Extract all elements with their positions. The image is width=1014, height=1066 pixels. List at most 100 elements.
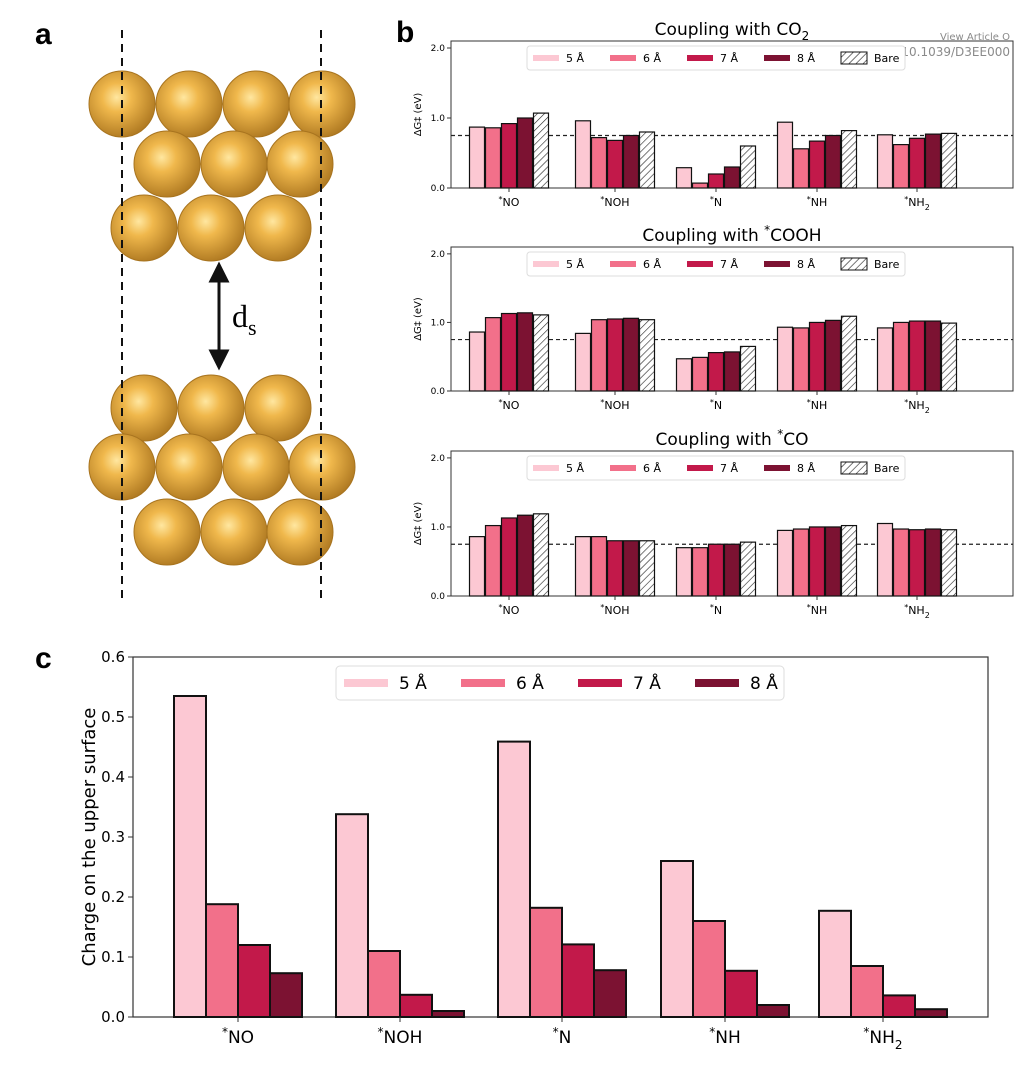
- panel-c-charge-chart: Charge on the upper surface 0.0 0.1 0.2 0.3 0…: [79, 648, 989, 1052]
- bar-7-noh: [606, 318, 624, 392]
- bar-bare-nh2: [940, 529, 958, 597]
- gold-atom-5: [200, 130, 268, 198]
- y-tick-label: 0.1: [101, 948, 125, 966]
- bar-8-noh: [622, 317, 640, 392]
- bar-8-nh: [756, 1004, 790, 1018]
- bar-6-nh2: [892, 144, 910, 189]
- gold-atom-8: [177, 194, 245, 262]
- bar-8-n: [593, 969, 627, 1019]
- y-tick-label: 0.4: [101, 768, 125, 786]
- bar-bare-noh: [638, 319, 656, 392]
- x-tick-label: *NO: [222, 1025, 254, 1048]
- bar-7-nh: [724, 969, 758, 1018]
- legend-label-6: 6 Å: [643, 462, 661, 475]
- y-tick-label: 0.3: [101, 828, 125, 846]
- y-axis-label: Charge on the upper surface: [79, 708, 100, 967]
- y-tick-label: 2.0: [431, 44, 446, 54]
- bar-5-no: [173, 695, 207, 1018]
- legend-swatch-8: [764, 55, 790, 61]
- legend-swatch-5: [533, 261, 559, 267]
- y-tick-label: 0.0: [431, 387, 446, 397]
- bar-5-noh: [574, 120, 592, 189]
- y-tick-label: 0.0: [431, 184, 446, 194]
- legend-box: [335, 665, 785, 701]
- bar-8-n: [723, 543, 741, 597]
- y-tick-label: 1.0: [431, 523, 446, 533]
- gold-atom-15: [222, 433, 290, 501]
- x-tick-label: *NOH: [378, 1025, 423, 1048]
- chart-title: Coupling with *COOH: [642, 223, 821, 246]
- legend-label-7: 7 Å: [720, 52, 738, 65]
- legend-swatch-5: [533, 465, 559, 471]
- bar-8-nh2: [914, 1008, 948, 1019]
- bar-6-n: [529, 906, 563, 1018]
- legend-swatch-7: [687, 261, 713, 267]
- y-axis-label: ΔG‡ (eV): [413, 502, 424, 546]
- bar-7-nh2: [908, 320, 926, 392]
- y-tick-label: 0.2: [101, 888, 125, 906]
- bar-7-n: [561, 943, 595, 1019]
- y-tick-label: 0.6: [101, 648, 125, 666]
- bar-bare-n: [739, 345, 757, 392]
- bar-7-n: [707, 173, 725, 189]
- bar-5-n: [675, 167, 693, 189]
- distance-label: ds: [232, 298, 257, 340]
- bar-bare-n: [739, 145, 757, 189]
- bar-7-nh2: [908, 137, 926, 189]
- panel-a-label: a: [35, 18, 52, 51]
- panel-a-atomic-structure: a ds: [35, 18, 356, 602]
- legend: 5 Å 6 Å 7 Å 8 Å Bare: [526, 455, 906, 481]
- x-tick-label: *NH: [807, 603, 828, 617]
- bar-5-n: [675, 358, 693, 392]
- panel-b-chart-2: Coupling with *CO ΔG‡ (eV) 0.0 1.0 2.0 *NO *NO…: [413, 427, 1014, 620]
- legend-swatch-6: [610, 465, 636, 471]
- bar-bare-no: [532, 314, 550, 392]
- legend-swatch-5: [533, 55, 559, 61]
- gold-atom-14: [155, 433, 223, 501]
- x-tick-label: *NO: [499, 603, 520, 617]
- panel-b-barrier-charts: Coupling with CO2 ΔG‡ (eV) 0.0 1.0 2.0 *NO *NO…: [413, 20, 1014, 620]
- bar-7-nh: [808, 140, 826, 189]
- bar-bare-nh: [840, 524, 858, 597]
- gold-slabs: [88, 70, 356, 566]
- bar-5-noh: [574, 536, 592, 597]
- bar-6-n: [691, 547, 709, 597]
- gold-atom-18: [200, 498, 268, 566]
- legend-label-6: 6 Å: [516, 672, 544, 694]
- legend-swatch-6: [461, 679, 505, 687]
- bar-7-nh: [808, 321, 826, 392]
- x-tick-label: *NO: [499, 398, 520, 412]
- legend-swatch-6: [610, 55, 636, 61]
- legend-swatch-8: [695, 679, 739, 687]
- gold-atom-11: [177, 374, 245, 442]
- bar-6-noh: [590, 137, 608, 189]
- y-tick-label: 2.0: [431, 454, 446, 464]
- bar-5-nh2: [818, 909, 852, 1018]
- bar-6-noh: [367, 950, 401, 1018]
- x-tick-label: *N: [553, 1025, 572, 1048]
- bar-6-nh: [792, 148, 810, 189]
- gold-atom-10: [110, 374, 178, 442]
- legend-box: [526, 251, 906, 277]
- bar-bare-no: [532, 513, 550, 597]
- bar-8-no: [516, 312, 534, 392]
- bar-6-nh2: [892, 528, 910, 597]
- bar-8-n: [723, 166, 741, 189]
- bar-6-nh: [792, 528, 810, 597]
- legend-label-5: 5 Å: [399, 672, 427, 694]
- legend-box: [526, 455, 906, 481]
- legend-swatch-7: [578, 679, 622, 687]
- bar-8-nh2: [924, 133, 942, 189]
- bar-8-noh: [622, 540, 640, 597]
- legend-label-7: 7 Å: [720, 258, 738, 271]
- x-tick-label: *NH2: [904, 603, 930, 620]
- legend: 5 Å 6 Å 7 Å 8 Å Bare: [526, 45, 906, 71]
- x-tick-label: *NH: [709, 1025, 741, 1048]
- legend-swatch-bare: [840, 257, 868, 271]
- y-tick-label: 0.0: [431, 592, 446, 602]
- gold-atom-19: [266, 498, 334, 566]
- view-article-link[interactable]: View Article O: [939, 32, 1010, 43]
- bar-6-nh: [692, 920, 726, 1018]
- legend-swatch-7: [687, 55, 713, 61]
- gold-atom-7: [110, 194, 178, 262]
